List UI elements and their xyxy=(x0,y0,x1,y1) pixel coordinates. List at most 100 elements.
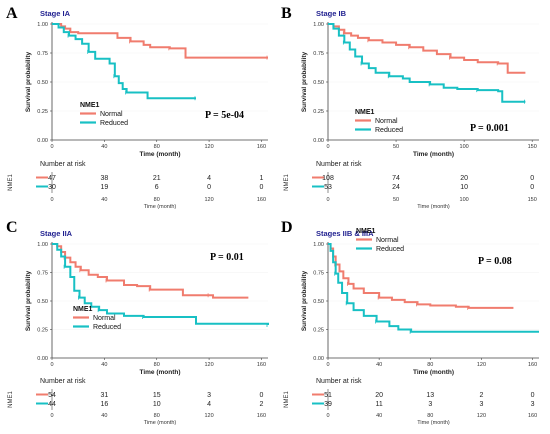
risk-x-tick-label: 160 xyxy=(528,413,537,419)
risk-count: 10 xyxy=(153,401,161,408)
x-tick-label: 80 xyxy=(427,362,433,368)
p-value: P = 0.01 xyxy=(210,252,244,263)
risk-x-tick-label: 80 xyxy=(154,413,160,419)
panel-label: C xyxy=(6,219,18,236)
x-tick-label: 150 xyxy=(528,144,537,150)
x-tick-label: 120 xyxy=(477,362,486,368)
risk-count: 74 xyxy=(392,175,400,182)
x-tick-label: 0 xyxy=(50,362,53,368)
series-line-reduced xyxy=(52,23,196,100)
strata-label: NME1 xyxy=(284,174,290,191)
risk-count: 4 xyxy=(207,401,211,408)
risk-x-tick-label: 40 xyxy=(101,413,107,419)
risk-count: 4 xyxy=(207,175,211,182)
risk-count: 1 xyxy=(260,175,264,182)
risk-count: 3 xyxy=(480,401,484,408)
risk-x-tick-label: 160 xyxy=(257,413,266,419)
y-tick-label: 0.00 xyxy=(37,356,48,362)
x-tick-label: 0 xyxy=(326,362,329,368)
risk-count: 53 xyxy=(324,184,332,191)
x-tick-label: 160 xyxy=(257,362,266,368)
panel-title: Stage IA xyxy=(40,9,71,18)
y-tick-label: 0.00 xyxy=(313,356,324,362)
risk-count: 108 xyxy=(322,175,334,182)
risk-x-axis-label: Time (month) xyxy=(144,420,177,426)
risk-count: 3 xyxy=(531,401,535,408)
x-axis-label: Time (month) xyxy=(139,369,180,376)
risk-count: 21 xyxy=(153,175,161,182)
risk-count: 38 xyxy=(100,175,108,182)
y-tick-label: 0.75 xyxy=(313,271,324,277)
x-tick-label: 80 xyxy=(154,362,160,368)
risk-x-tick-label: 80 xyxy=(154,197,160,203)
risk-count: 0 xyxy=(530,184,534,191)
risk-x-tick-label: 80 xyxy=(427,413,433,419)
risk-x-axis-label: Time (month) xyxy=(417,204,450,210)
risk-count: 0 xyxy=(207,184,211,191)
legend-item: Reduced xyxy=(376,246,404,253)
risk-count: 44 xyxy=(48,401,56,408)
risk-count: 51 xyxy=(324,392,332,399)
risk-x-tick-label: 40 xyxy=(101,197,107,203)
risk-count: 2 xyxy=(480,392,484,399)
legend-item: Normal xyxy=(93,315,116,322)
x-tick-label: 0 xyxy=(50,144,53,150)
y-tick-label: 0.50 xyxy=(37,299,48,305)
panel-title: Stage IB xyxy=(316,9,347,18)
p-value: P = 0.08 xyxy=(478,256,512,267)
risk-count: 3 xyxy=(207,392,211,399)
x-tick-label: 50 xyxy=(393,144,399,150)
y-tick-label: 0.25 xyxy=(37,328,48,334)
legend-item: Normal xyxy=(100,111,123,118)
risk-x-tick-label: 160 xyxy=(257,197,266,203)
risk-x-tick-label: 120 xyxy=(204,197,213,203)
legend-item: Normal xyxy=(375,118,398,125)
risk-table-title: Number at risk xyxy=(40,161,86,168)
risk-x-tick-label: 120 xyxy=(477,413,486,419)
strata-label: NME1 xyxy=(8,391,14,408)
x-tick-label: 40 xyxy=(101,362,107,368)
y-axis-label: Survival probability xyxy=(301,51,308,112)
y-tick-label: 0.50 xyxy=(313,299,324,305)
risk-count: 54 xyxy=(48,392,56,399)
series-line-reduced xyxy=(328,243,539,333)
risk-x-tick-label: 120 xyxy=(204,413,213,419)
y-tick-label: 0.00 xyxy=(37,138,48,144)
risk-x-tick-label: 0 xyxy=(50,197,53,203)
series-line-normal xyxy=(328,243,514,309)
panel-label: D xyxy=(281,219,293,236)
y-tick-label: 1.00 xyxy=(37,242,48,248)
risk-count: 30 xyxy=(48,184,56,191)
risk-count: 20 xyxy=(375,392,383,399)
risk-count: 3 xyxy=(428,401,432,408)
risk-count: 0 xyxy=(260,392,264,399)
risk-count: 24 xyxy=(392,184,400,191)
risk-x-tick-label: 100 xyxy=(460,197,469,203)
x-tick-label: 100 xyxy=(460,144,469,150)
x-tick-label: 80 xyxy=(154,144,160,150)
y-tick-label: 0.50 xyxy=(37,80,48,86)
risk-x-tick-label: 0 xyxy=(326,413,329,419)
legend-title: NME1 xyxy=(356,228,376,235)
legend-item: Reduced xyxy=(93,324,121,331)
x-tick-label: 0 xyxy=(326,144,329,150)
legend-title: NME1 xyxy=(73,306,93,313)
x-axis-label: Time (month) xyxy=(413,151,454,158)
legend-title: NME1 xyxy=(355,109,375,116)
p-value: P = 0.001 xyxy=(470,123,509,134)
panel-d: D Stages IIB & IIIA 0.00 0.25 0.50 0.75 1.00 0 4… xyxy=(281,219,539,426)
x-tick-label: 120 xyxy=(204,144,213,150)
risk-count: 10 xyxy=(460,184,468,191)
risk-count: 0 xyxy=(260,184,264,191)
series-line-reduced xyxy=(52,243,269,325)
risk-count: 16 xyxy=(100,401,108,408)
legend-item: Normal xyxy=(376,237,399,244)
y-tick-label: 0.25 xyxy=(313,109,324,115)
risk-count: 0 xyxy=(530,175,534,182)
y-axis-label: Survival probability xyxy=(25,270,32,331)
risk-count: 19 xyxy=(100,184,108,191)
series-line-normal xyxy=(52,243,249,299)
panel-a: A Stage IA0.000.250.500.751.000 40 80 120 160… xyxy=(6,5,268,210)
legend-item: Reduced xyxy=(375,127,403,134)
